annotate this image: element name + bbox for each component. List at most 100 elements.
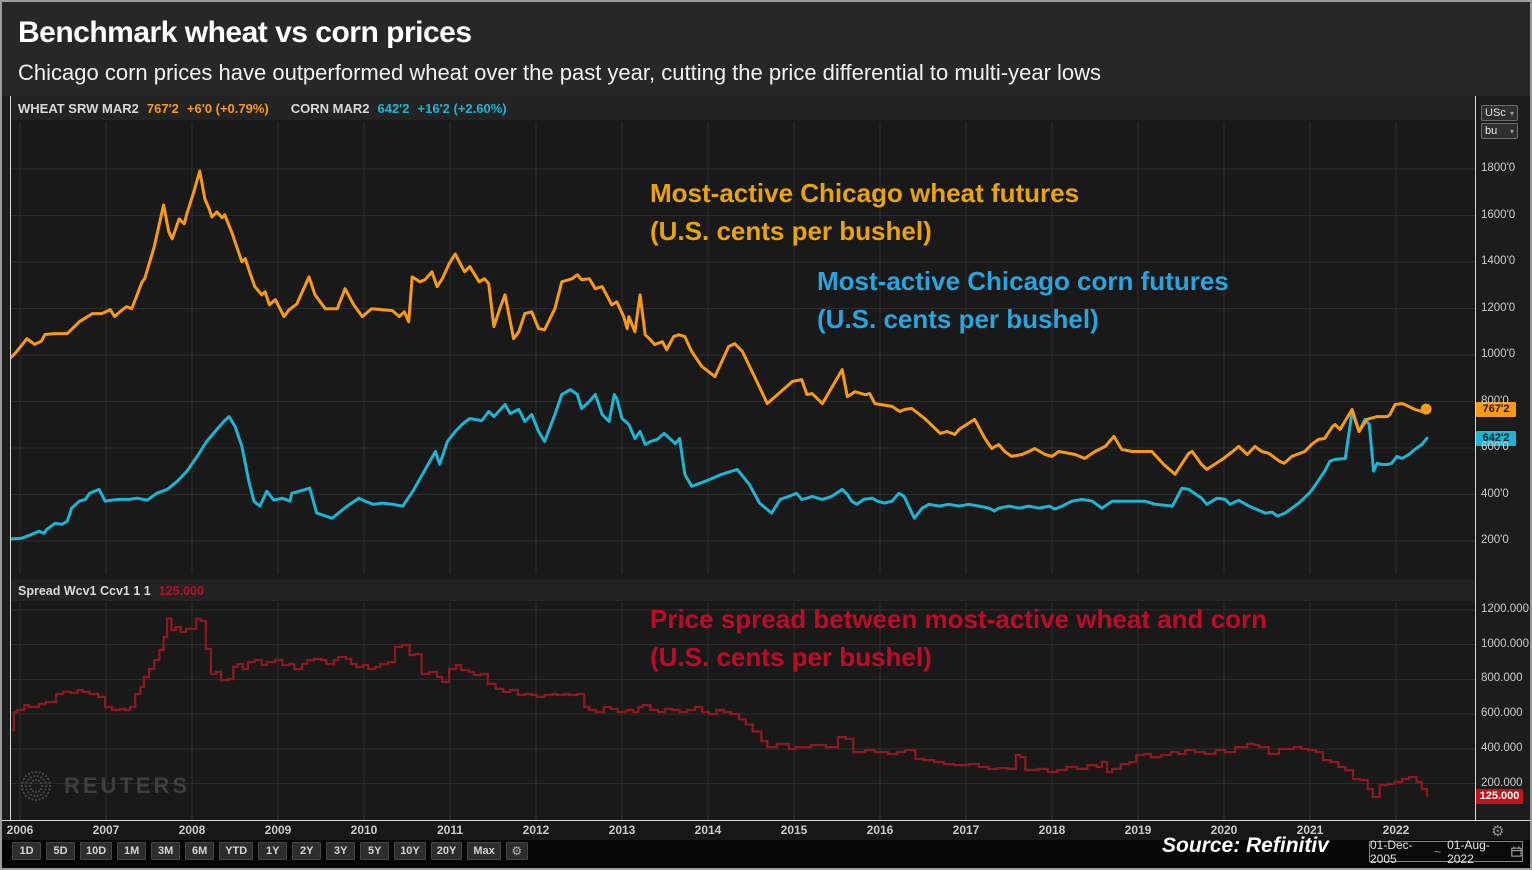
page-subtitle: Chicago corn prices have outperformed wh… [18, 60, 1102, 85]
measure-unit-value: bu [1485, 125, 1498, 137]
series-wheat-srw-mar2[interactable] [10, 169, 1428, 476]
spread-price-badge: 125.000 [1476, 789, 1523, 804]
y-axis-tick-label: 1000'0 [1481, 348, 1516, 360]
year-label-2011: 2011 [436, 823, 464, 837]
calendar-icon [1511, 846, 1522, 857]
axis-settings-icon[interactable]: ⚙ [1491, 823, 1505, 840]
wheat-legend-change: +6'0 (+0.79%) [186, 100, 269, 116]
range-button-ytd[interactable]: YTD [219, 842, 254, 860]
year-label-2018: 2018 [1038, 823, 1066, 837]
gear-icon[interactable]: ⚙ [505, 842, 528, 860]
source-credit: Source: Refinitiv [1162, 834, 1329, 857]
series-spread-wcv1-ccv1[interactable] [12, 617, 1429, 799]
date-range-end: 01-Aug-2022 [1447, 837, 1490, 866]
year-label-2016: 2016 [866, 823, 894, 837]
year-label-2021: 2021 [1296, 823, 1324, 837]
corn-legend-label[interactable]: CORN MAR2 [290, 100, 370, 116]
range-button-6m[interactable]: 6M [185, 842, 215, 860]
chevron-down-icon: ▾ [1509, 126, 1514, 136]
currency-unit-value: USc [1485, 107, 1506, 119]
spread-annotation-line1: Price spread between most-active wheat a… [650, 604, 1267, 634]
spread-annotation: Price spread between most-active wheat a… [650, 600, 1267, 676]
y-axis-tick-label: 200.000 [1481, 776, 1523, 789]
y-axis-tick-label: 1000.000 [1481, 637, 1529, 650]
y-axis-tick-label: 1200'0 [1481, 301, 1516, 314]
range-button-1d[interactable]: 1D [12, 842, 41, 860]
range-button-20y[interactable]: 20Y [430, 842, 463, 860]
y-axis-tick-label: 800.000 [1481, 672, 1523, 685]
range-button-5d[interactable]: 5D [46, 842, 75, 860]
wheat-annotation-line2: (U.S. cents per bushel) [650, 216, 932, 246]
currency-unit-dropdown[interactable]: USc ▾ [1481, 105, 1518, 121]
date-range-picker[interactable]: 01-Dec-2005 ~ 01-Aug-2022 [1369, 838, 1523, 866]
year-label-2006: 2006 [6, 823, 34, 837]
date-range-separator: ~ [1434, 844, 1442, 859]
wheat-price-badge: 767'2 [1476, 402, 1516, 417]
price-chart[interactable] [10, 112, 1475, 574]
header: Benchmark wheat vs corn prices Chicago c… [2, 2, 1530, 96]
range-button-3y[interactable]: 3Y [326, 842, 356, 860]
wheat-legend-price: 767'2 [146, 100, 179, 116]
page-title: Benchmark wheat vs corn prices [18, 16, 472, 49]
y-axis-tick-label: 1600'0 [1481, 208, 1516, 221]
spread-panel-legend: Spread Wcv1 Ccv1 1 1 125.000 [10, 580, 1475, 601]
range-button-10d[interactable]: 10D [80, 842, 113, 860]
year-label-2014: 2014 [694, 823, 722, 837]
range-button-1m[interactable]: 1M [117, 842, 147, 860]
year-label-2017: 2017 [952, 823, 980, 837]
price-panel-legend: WHEAT SRW MAR2 767'2 +6'0 (+0.79%) CORN … [10, 96, 1475, 120]
year-label-2008: 2008 [178, 823, 206, 837]
corn-legend-price: 642'2 [377, 100, 410, 116]
reuters-logo [20, 770, 52, 802]
wheat-annotation-line1: Most-active Chicago wheat futures [650, 178, 1080, 208]
year-label-2010: 2010 [350, 823, 378, 837]
y-axis-tick-label: 1200.000 [1481, 603, 1529, 615]
y-axis-tick-label: 400'0 [1481, 487, 1509, 500]
corn-price-badge: 642'2 [1476, 431, 1516, 446]
y-axis-tick-label: 800'0 [1481, 394, 1509, 407]
range-button-2y[interactable]: 2Y [292, 842, 322, 860]
year-label-2019: 2019 [1124, 823, 1152, 837]
spread-annotation-line2: (U.S. cents per bushel) [650, 642, 932, 672]
spread-chart[interactable] [10, 601, 1475, 821]
wheat-legend-label[interactable]: WHEAT SRW MAR2 [18, 100, 139, 116]
measure-unit-dropdown[interactable]: bu ▾ [1481, 123, 1518, 139]
year-label-2012: 2012 [522, 823, 550, 837]
y-axis-tick-label: 400.000 [1481, 741, 1523, 754]
price-axis-line [1475, 96, 1476, 839]
y-axis-tick-label: 1800'0 [1481, 162, 1516, 174]
corn-legend-change: +16'2 (+2.60%) [417, 100, 507, 116]
corn-annotation: Most-active Chicago corn futures (U.S. c… [817, 262, 1229, 338]
corn-annotation-line2: (U.S. cents per bushel) [817, 304, 1099, 334]
spread-legend-label[interactable]: Spread Wcv1 Ccv1 1 1 [18, 583, 151, 598]
year-label-2013: 2013 [608, 823, 636, 837]
y-axis-tick-label: 600.000 [1481, 707, 1523, 720]
year-label-2022: 2022 [1382, 823, 1410, 837]
y-axis-tick-label: 1400'0 [1481, 255, 1516, 267]
reuters-watermark: REUTERS [18, 768, 190, 804]
range-button-5y[interactable]: 5Y [360, 842, 390, 860]
series-corn-mar2[interactable] [10, 388, 1429, 541]
y-axis-tick-label: 600'0 [1481, 441, 1509, 453]
range-button-1y[interactable]: 1Y [258, 842, 288, 860]
plot-left-border [10, 96, 11, 821]
range-button-max[interactable]: Max [467, 842, 501, 860]
spread-panel-background [10, 580, 1475, 821]
spread-legend-value: 125.000 [158, 583, 204, 598]
year-label-2007: 2007 [92, 823, 120, 837]
year-label-2020: 2020 [1210, 823, 1238, 837]
wheat-last-point-marker [1420, 403, 1432, 415]
time-axis-line [2, 820, 1530, 821]
range-button-3m[interactable]: 3M [151, 842, 181, 860]
year-label-2015: 2015 [780, 823, 808, 837]
time-axis [2, 821, 1530, 840]
toolbar [2, 840, 1530, 868]
date-range-start: 01-Dec-2005 [1370, 837, 1413, 866]
range-button-group: 1D 5D 10D 1M 3M 6M YTD 1Y 2Y 3Y 5Y 10Y 20Y Max ⚙ [12, 842, 528, 860]
y-axis-tick-label: 200'0 [1481, 534, 1509, 546]
year-label-2009: 2009 [264, 823, 292, 837]
corn-annotation-line1: Most-active Chicago corn futures [817, 266, 1229, 296]
range-button-10y[interactable]: 10Y [394, 842, 426, 860]
reuters-watermark-text: REUTERS [64, 773, 191, 798]
